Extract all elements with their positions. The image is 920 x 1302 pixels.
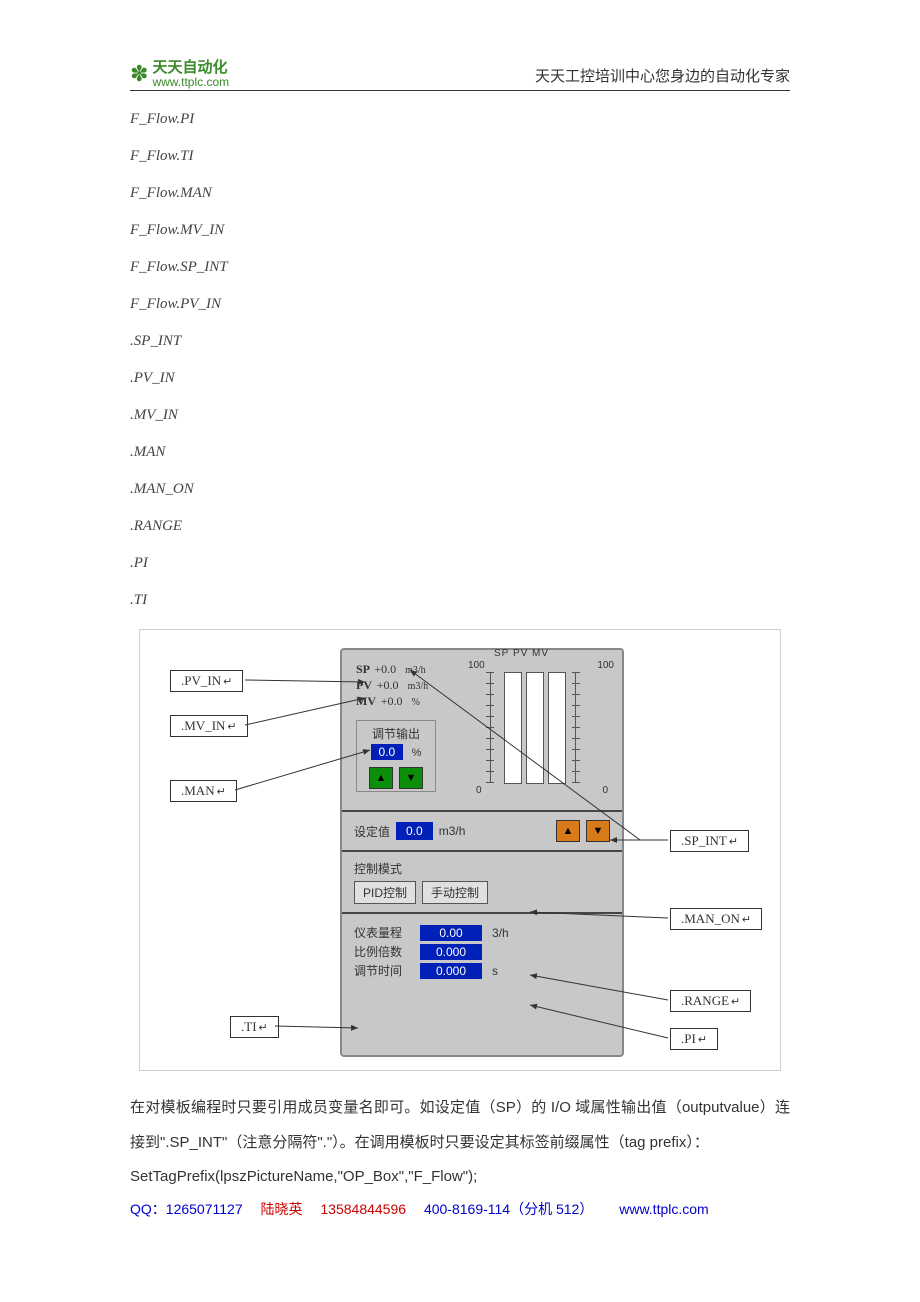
mode-label: 控制模式 (354, 860, 610, 877)
callout-man: .MAN↵ (170, 780, 237, 802)
pv-unit: m3/h (408, 681, 429, 692)
output-up-button[interactable]: ▲ (369, 767, 393, 789)
output-value[interactable]: 0.0 (371, 744, 404, 760)
mv-bar (548, 672, 566, 784)
tag-list: F_Flow.PI F_Flow.TI F_Flow.MAN F_Flow.MV… (130, 111, 790, 609)
mv-label: MV (356, 694, 376, 708)
pi-label: 比例倍数 (354, 943, 410, 960)
mv-row: MV +0.0 % (356, 694, 420, 709)
footer-phone: 13584844596 (320, 1201, 406, 1217)
callout-pi: .PI↵ (670, 1028, 718, 1050)
right-scale (572, 672, 576, 782)
body-paragraph: 在对模板编程时只要引用成员变量名即可。如设定值（SP）的 I/O 域属性输出值（… (130, 1091, 790, 1160)
axis-bot-left: 0 (476, 785, 482, 796)
tag-item: .MAN (130, 444, 790, 461)
pid-mode-button[interactable]: PID控制 (354, 881, 416, 904)
tag-item: F_Flow.PI (130, 111, 790, 128)
tag-item: .PV_IN (130, 370, 790, 387)
output-unit: % (412, 747, 422, 759)
tag-item: F_Flow.MAN (130, 185, 790, 202)
setpoint-label: 设定值 (354, 823, 390, 840)
ti-value[interactable]: 0.000 (420, 963, 482, 979)
footer-site: www.ttplc.com (619, 1201, 708, 1217)
manual-mode-button[interactable]: 手动控制 (422, 881, 488, 904)
code-line: SetTagPrefix(lpszPictureName,"OP_Box","F… (130, 1168, 790, 1185)
callout-mv-in: .MV_IN↵ (170, 715, 248, 737)
axis-bot-right: 0 (602, 785, 608, 796)
page-header: ✽ 天天自动化 www.ttplc.com 天天工控培训中心您身边的自动化专家 (130, 60, 790, 91)
setpoint-down-button[interactable]: ▼ (586, 820, 610, 842)
logo-url: www.ttplc.com (152, 76, 229, 89)
callout-pv-in: .PV_IN↵ (170, 670, 243, 692)
ti-unit: s (492, 964, 498, 978)
setpoint-unit: m3/h (439, 824, 466, 838)
ti-label: 调节时间 (354, 962, 410, 979)
logo-icon: ✽ (130, 63, 148, 85)
tag-item: .RANGE (130, 518, 790, 535)
range-unit: 3/h (492, 926, 509, 940)
mv-unit: % (412, 697, 420, 708)
tag-item: .MAN_ON (130, 481, 790, 498)
sp-label: SP (356, 662, 369, 676)
tag-item: .MV_IN (130, 407, 790, 424)
left-scale (490, 672, 494, 782)
footer: QQ：1265071127 陆晓英 13584844596 400-8169-1… (130, 1199, 790, 1219)
setpoint-up-button[interactable]: ▲ (556, 820, 580, 842)
range-value[interactable]: 0.00 (420, 925, 482, 941)
mv-value: +0.0 (381, 694, 403, 708)
tag-item: F_Flow.PV_IN (130, 296, 790, 313)
faceplate: SP +0.0 m3/h PV +0.0 m3/h MV +0.0 % 调节输出 (340, 648, 624, 1057)
tag-item: .PI (130, 555, 790, 572)
tag-item: .SP_INT (130, 333, 790, 350)
pi-value[interactable]: 0.000 (420, 944, 482, 960)
axis-top-left: 100 (468, 660, 485, 671)
tag-item: F_Flow.TI (130, 148, 790, 165)
sp-bar (504, 672, 522, 784)
tag-item: F_Flow.MV_IN (130, 222, 790, 239)
header-title: 天天工控培训中心您身边的自动化专家 (535, 65, 790, 88)
tag-item: F_Flow.SP_INT (130, 259, 790, 276)
mode-section: 控制模式 PID控制 手动控制 (342, 850, 622, 912)
tag-item: .TI (130, 592, 790, 609)
params-section: 仪表量程 0.00 3/h 比例倍数 0.000 调节时间 0.000 s (342, 912, 622, 989)
axis-top-right: 100 (597, 660, 614, 671)
pv-row: PV +0.0 m3/h (356, 678, 428, 693)
sp-row: SP +0.0 m3/h (356, 662, 426, 677)
pv-value: +0.0 (377, 678, 399, 692)
footer-qq: QQ：1265071127 (130, 1201, 243, 1217)
footer-name: 陆晓英 (261, 1201, 303, 1217)
footer-hotline: 400-8169-114（分机 512） (424, 1201, 593, 1217)
callout-sp-int: .SP_INT↵ (670, 830, 749, 852)
faceplate-diagram: SP +0.0 m3/h PV +0.0 m3/h MV +0.0 % 调节输出 (139, 629, 781, 1071)
sp-value: +0.0 (374, 662, 396, 676)
pv-bar (526, 672, 544, 784)
output-down-button[interactable]: ▼ (399, 767, 423, 789)
callout-man-on: .MAN_ON↵ (670, 908, 762, 930)
logo: ✽ 天天自动化 www.ttplc.com (130, 60, 229, 88)
bar-graph: SP PV MV 100 100 0 0 (470, 662, 610, 792)
output-label: 调节输出 (357, 725, 435, 742)
output-box: 调节输出 0.0 % ▲ ▼ (356, 720, 436, 792)
callout-ti: .TI↵ (230, 1016, 279, 1038)
setpoint-section: 设定值 0.0 m3/h ▲ ▼ (342, 810, 622, 850)
range-label: 仪表量程 (354, 924, 410, 941)
callout-range: .RANGE↵ (670, 990, 751, 1012)
logo-cn: 天天自动化 (152, 60, 229, 76)
setpoint-value[interactable]: 0.0 (396, 822, 433, 840)
bar-labels: SP PV MV (494, 648, 549, 659)
sp-unit: m3/h (405, 665, 426, 676)
pv-label: PV (356, 678, 372, 692)
